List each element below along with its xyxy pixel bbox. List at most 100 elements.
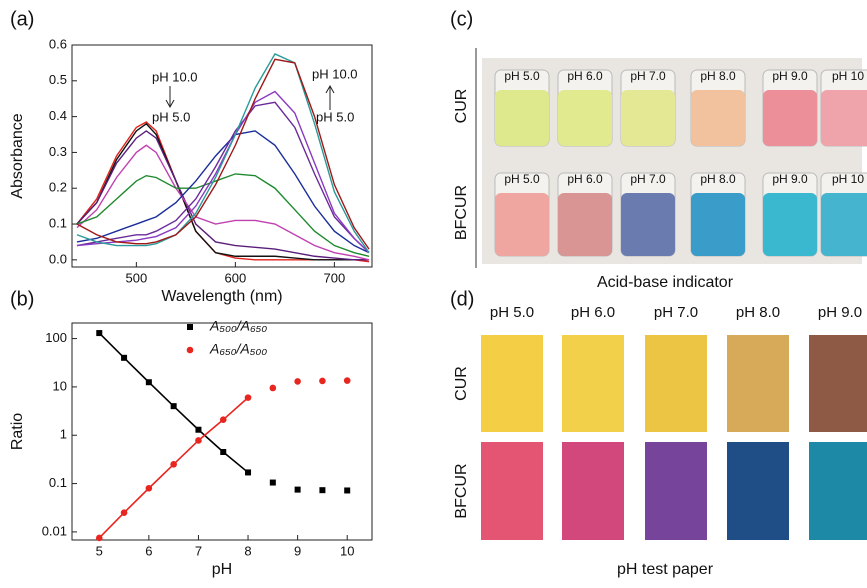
point xyxy=(269,479,276,486)
y-tick-label: 1 xyxy=(60,427,67,442)
column-label: pH 7.0 xyxy=(654,304,698,321)
panel-label: (b) xyxy=(10,288,34,310)
point xyxy=(195,437,202,444)
vial-liquid xyxy=(763,193,817,256)
x-tick-label: 700 xyxy=(324,270,346,285)
point xyxy=(294,378,301,385)
paper-swatch xyxy=(645,335,707,432)
point xyxy=(120,509,128,516)
paper-swatch xyxy=(562,442,624,540)
caption: pH test paper xyxy=(617,561,714,578)
paper-swatch xyxy=(727,335,789,432)
vial-label: pH 6.0 xyxy=(567,172,603,186)
point xyxy=(170,461,177,468)
spectrum-line xyxy=(76,53,370,254)
panel-label: (d) xyxy=(450,288,474,310)
vial-liquid xyxy=(763,90,817,146)
y-tick-label: 0.2 xyxy=(49,180,67,195)
row-label: CUR xyxy=(453,366,470,401)
x-tick-label: 600 xyxy=(225,270,247,285)
y-tick-label: 0.5 xyxy=(49,72,67,87)
spectrum-line xyxy=(76,58,370,250)
y-tick-label: 0.6 xyxy=(49,36,67,51)
spectrum-line xyxy=(76,122,370,261)
vial-label: pH 7.0 xyxy=(630,69,666,83)
vial-liquid xyxy=(621,193,675,256)
row-label: CUR xyxy=(453,89,470,124)
vial-label: pH 5.0 xyxy=(504,172,540,186)
column-label: pH 8.0 xyxy=(736,304,780,321)
vial-label: pH 10 xyxy=(832,172,864,186)
spectrum-line xyxy=(76,130,370,254)
y-tick-label: 0.1 xyxy=(49,215,67,230)
vial-liquid xyxy=(821,193,867,256)
x-tick-label: 5 xyxy=(96,543,103,558)
paper-swatch xyxy=(481,335,543,432)
arrow xyxy=(165,86,175,109)
arrow xyxy=(325,84,335,110)
y-tick-label: 0.01 xyxy=(42,523,67,538)
lines xyxy=(76,53,370,263)
x-tick-label: 6 xyxy=(145,543,152,558)
x-axis-title: Wavelength (nm) xyxy=(161,288,282,305)
vial-label: pH 8.0 xyxy=(700,69,736,83)
y-tick-label: 100 xyxy=(45,330,67,345)
point xyxy=(170,403,177,410)
x-tick-label: 10 xyxy=(340,543,354,558)
paper-swatch xyxy=(481,442,543,540)
vial-liquid xyxy=(558,90,612,146)
vial-label: pH 8.0 xyxy=(700,172,736,186)
vial-liquid xyxy=(558,193,612,256)
row-label: BFCUR xyxy=(453,463,470,518)
y-axis-title: Ratio xyxy=(9,413,26,450)
y-tick-label: 0.3 xyxy=(49,144,67,159)
point xyxy=(343,377,351,384)
spectrum-line xyxy=(76,130,370,261)
panel-label: (c) xyxy=(450,8,473,30)
annotation: pH 5.0 xyxy=(316,109,354,124)
vial-liquid xyxy=(691,193,745,256)
point xyxy=(121,354,128,361)
vial-label: pH 9.0 xyxy=(772,172,808,186)
x-tick-label: 9 xyxy=(294,543,301,558)
point xyxy=(220,449,227,456)
plot-frame xyxy=(71,322,373,541)
spectrum-line xyxy=(76,90,370,254)
vial-liquid xyxy=(621,90,675,146)
legend-label: A₅₀₀/A₆₅₀ xyxy=(209,318,267,334)
x-tick-label: 7 xyxy=(195,543,202,558)
point xyxy=(145,484,153,492)
point xyxy=(319,487,326,494)
y-tick-label: 0.1 xyxy=(49,475,67,490)
vial-label: pH 5.0 xyxy=(504,69,540,83)
y-tick-label: 0.4 xyxy=(49,108,67,123)
point xyxy=(269,384,277,392)
point xyxy=(294,486,301,493)
row-label: BFCUR xyxy=(453,185,470,240)
vial-liquid xyxy=(821,90,867,146)
vial-label: pH 9.0 xyxy=(772,69,808,83)
point xyxy=(195,426,202,433)
paper-swatch xyxy=(809,335,867,432)
point xyxy=(219,416,227,423)
y-tick-label: 0.0 xyxy=(49,251,67,266)
point xyxy=(319,377,326,385)
y-tick-label: 10 xyxy=(53,378,67,393)
vial-liquid xyxy=(691,90,745,146)
point xyxy=(145,379,152,386)
column-label: pH 6.0 xyxy=(571,304,615,321)
vial-label: pH 6.0 xyxy=(567,69,603,83)
caption: Acid-base indicator xyxy=(597,274,734,291)
spectrum-line xyxy=(76,173,370,257)
point xyxy=(95,534,103,542)
vial-liquid xyxy=(495,90,549,146)
point xyxy=(244,394,252,401)
legend-label: A₆₅₀/A₅₀₀ xyxy=(209,341,267,357)
legend-marker xyxy=(186,346,194,354)
y-axis-title: Absorbance xyxy=(9,113,26,198)
paper-swatch xyxy=(562,335,624,432)
spectrum-line xyxy=(76,144,370,261)
paper-swatch xyxy=(727,442,789,540)
